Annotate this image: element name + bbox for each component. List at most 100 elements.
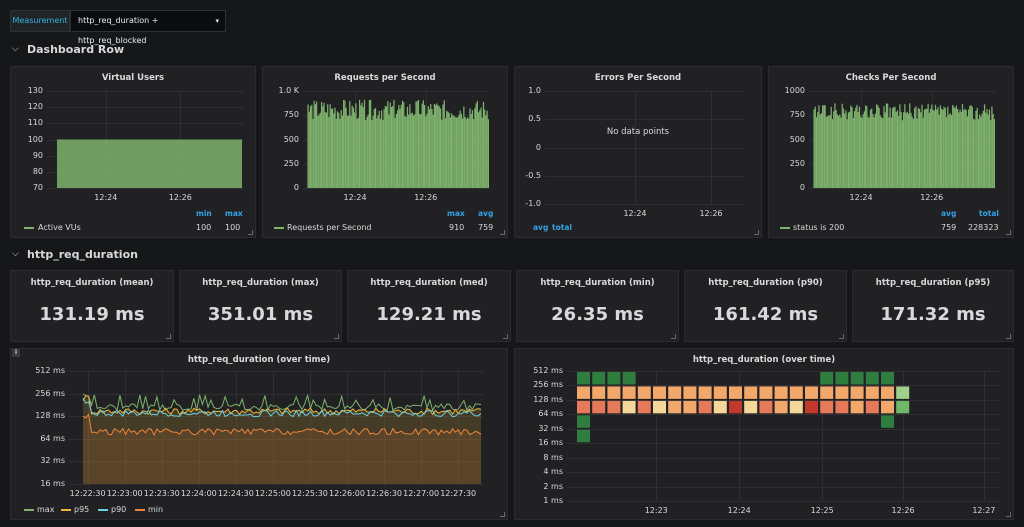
bar bbox=[828, 115, 830, 188]
stat-panel[interactable]: http_req_duration (med) 129.21 ms bbox=[347, 270, 511, 342]
legend-item-p90[interactable]: p90 bbox=[111, 505, 127, 514]
stat-panel[interactable]: http_req_duration (p95) 171.32 ms bbox=[852, 270, 1014, 342]
resize-handle[interactable] bbox=[500, 512, 505, 517]
legend-swatch bbox=[98, 509, 108, 511]
legend-header-max[interactable]: max bbox=[447, 209, 465, 218]
grid-line bbox=[635, 91, 636, 204]
grid-line bbox=[347, 371, 348, 484]
panel-duration-heatmap[interactable]: http_req_duration (over time) 512 ms 256 … bbox=[514, 348, 1014, 520]
resize-handle[interactable] bbox=[839, 334, 844, 339]
bar bbox=[444, 118, 447, 188]
bar bbox=[457, 117, 459, 188]
y-tick-label: 90 bbox=[32, 150, 43, 160]
legend-header-avg[interactable]: avg bbox=[533, 223, 549, 232]
bar bbox=[458, 114, 460, 188]
resize-handle[interactable] bbox=[1006, 334, 1011, 339]
panel-requests-per-second[interactable]: Requests per Second 1.0 K 750 500 250 0 12:24… bbox=[262, 66, 508, 238]
bar bbox=[333, 113, 335, 188]
legend-swatch bbox=[135, 509, 145, 511]
info-icon[interactable]: i bbox=[12, 349, 20, 357]
legend-header-avg[interactable]: avg bbox=[478, 209, 494, 218]
bar bbox=[861, 118, 863, 188]
bar bbox=[853, 111, 856, 188]
resize-handle[interactable] bbox=[500, 230, 505, 235]
bar bbox=[917, 107, 919, 188]
row-title-http-req-duration[interactable]: http_req_duration bbox=[27, 248, 138, 261]
legend-item-p95[interactable]: p95 bbox=[74, 505, 90, 514]
bar bbox=[835, 109, 837, 188]
bar bbox=[372, 115, 374, 188]
heatmap-cell bbox=[698, 386, 712, 399]
bar bbox=[381, 110, 383, 188]
legend-swatch bbox=[61, 509, 71, 511]
bar-series bbox=[813, 103, 995, 188]
legend-header-min[interactable]: min bbox=[196, 209, 212, 218]
legend-header-total[interactable]: total bbox=[552, 223, 572, 232]
row-title-dashboard[interactable]: Dashboard Row bbox=[27, 43, 125, 56]
chevron-down-icon[interactable]: ⌵ bbox=[12, 249, 19, 259]
bar bbox=[887, 103, 889, 188]
heatmap-cell bbox=[653, 400, 666, 414]
resize-handle[interactable] bbox=[1006, 230, 1011, 235]
bar bbox=[856, 104, 858, 188]
legend-avg-value: 759 bbox=[478, 223, 494, 232]
bar bbox=[932, 109, 934, 188]
legend-header-avg[interactable]: avg bbox=[941, 209, 957, 218]
resize-handle[interactable] bbox=[334, 334, 339, 339]
panel-title: Virtual Users bbox=[101, 73, 165, 83]
y-tick-label: 512 ms bbox=[533, 366, 563, 375]
bar bbox=[411, 112, 413, 188]
heatmap-cell bbox=[865, 372, 879, 385]
resize-handle[interactable] bbox=[754, 230, 759, 235]
stat-panel[interactable]: http_req_duration (max) 351.01 ms bbox=[179, 270, 342, 342]
resize-handle[interactable] bbox=[166, 334, 171, 339]
resize-handle[interactable] bbox=[503, 334, 508, 339]
y-tick-label: 256 ms bbox=[533, 380, 563, 390]
bar bbox=[814, 106, 816, 188]
heatmap-cell bbox=[607, 400, 621, 414]
legend-name[interactable]: Active VUs bbox=[38, 223, 81, 232]
vu-area bbox=[57, 139, 242, 188]
heatmap-cell bbox=[577, 400, 590, 414]
bar bbox=[316, 101, 318, 188]
chevron-down-icon[interactable]: ⌵ bbox=[12, 44, 19, 54]
grid-line bbox=[309, 371, 311, 484]
grid-line bbox=[567, 486, 999, 488]
stat-panel[interactable]: http_req_duration (p90) 161.42 ms bbox=[684, 270, 847, 342]
x-tick-label: 12:24 bbox=[623, 209, 647, 218]
x-tick-label: 12:23 bbox=[644, 506, 668, 515]
stat-panel[interactable]: http_req_duration (min) 26.35 ms bbox=[516, 270, 679, 342]
bar bbox=[992, 113, 994, 188]
bar bbox=[851, 107, 853, 188]
bar bbox=[871, 108, 873, 188]
resize-handle[interactable] bbox=[248, 230, 253, 235]
heatmap-cell bbox=[850, 386, 864, 399]
heatmap-cell bbox=[805, 400, 818, 414]
panel-duration-lines[interactable]: i http_req_duration (over time) 512 ms 25… bbox=[10, 348, 508, 520]
resize-handle[interactable] bbox=[1006, 512, 1011, 517]
bar bbox=[460, 113, 463, 188]
resize-handle[interactable] bbox=[671, 334, 676, 339]
legend-header-total[interactable]: total bbox=[979, 209, 999, 218]
bar bbox=[931, 104, 933, 188]
bar bbox=[341, 115, 344, 188]
panel-checks-per-second[interactable]: Checks Per Second 1000 750 500 250 0 12:24 12:… bbox=[768, 66, 1014, 238]
grid-line bbox=[303, 91, 489, 92]
legend-name[interactable]: Requests per Second bbox=[287, 223, 372, 232]
stat-panel[interactable]: http_req_duration (mean) 131.19 ms bbox=[10, 270, 174, 342]
grid-line bbox=[384, 371, 386, 484]
legend-header-max[interactable]: max bbox=[225, 209, 243, 218]
bar bbox=[840, 117, 842, 188]
bar bbox=[836, 114, 838, 188]
bar bbox=[324, 112, 326, 188]
bar bbox=[822, 105, 824, 188]
panel-virtual-users[interactable]: Virtual Users 130 120 110 100 90 80 70 12:24 12:… bbox=[10, 66, 256, 238]
measurement-select[interactable]: http_req_duration + http_req_blocked ▾ bbox=[70, 10, 226, 45]
legend-item-min[interactable]: min bbox=[148, 505, 164, 514]
legend-item-max[interactable]: max bbox=[37, 505, 55, 514]
heatmap-cells bbox=[577, 372, 910, 443]
panel-errors-per-second[interactable]: Errors Per Second 1.0 0.5 0 -0.5 -1.0 12:24 12… bbox=[514, 66, 762, 238]
bar bbox=[356, 118, 358, 188]
stat-title: http_req_duration (mean) bbox=[30, 278, 154, 288]
legend-name[interactable]: status is 200 bbox=[793, 223, 845, 232]
